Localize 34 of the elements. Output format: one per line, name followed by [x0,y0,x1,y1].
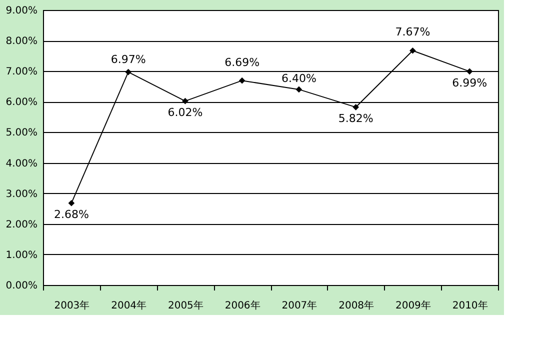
data-label: 6.02% [168,106,203,120]
x-tick-label: 2008年 [338,300,374,312]
point [182,98,188,104]
point [296,86,302,93]
point [466,68,473,75]
x-tick-label: 2004年 [111,300,147,312]
data-label: 6.99% [452,76,488,90]
x-tick-label: 2009年 [395,300,431,312]
y-tick-label: 6.00% [6,97,38,108]
point [125,68,132,76]
y-tick-label: 5.00% [6,128,38,139]
x-tick-label: 2005年 [168,300,204,312]
y-tick-label: 3.00% [6,188,38,200]
y-tick-label: 7.00% [6,66,38,78]
point [238,77,246,84]
x-tick-label: 2003年 [54,300,90,312]
data-label: 6.40% [281,72,316,86]
x-tick-label: 2007年 [282,300,318,312]
data-label: 2.68% [54,208,89,222]
point [410,47,416,54]
y-tick-label: 2.00% [6,219,38,230]
data-label: 5.82% [338,112,374,126]
y-tick-label: 4.00% [6,158,38,170]
x-tick-label: 2010年 [452,300,488,312]
point [68,200,75,206]
point [352,104,359,110]
y-tick-label: 9.00% [6,6,38,16]
data-label: 7.67% [395,26,430,39]
data-label: 6.97% [110,53,146,66]
x-tick-label: 2006年 [224,300,260,312]
y-tick-label: 0.00% [6,280,38,292]
y-tick-label: 8.00% [6,36,38,48]
data-label: 6.69% [224,56,260,70]
y-tick-label: 1.00% [6,250,38,261]
